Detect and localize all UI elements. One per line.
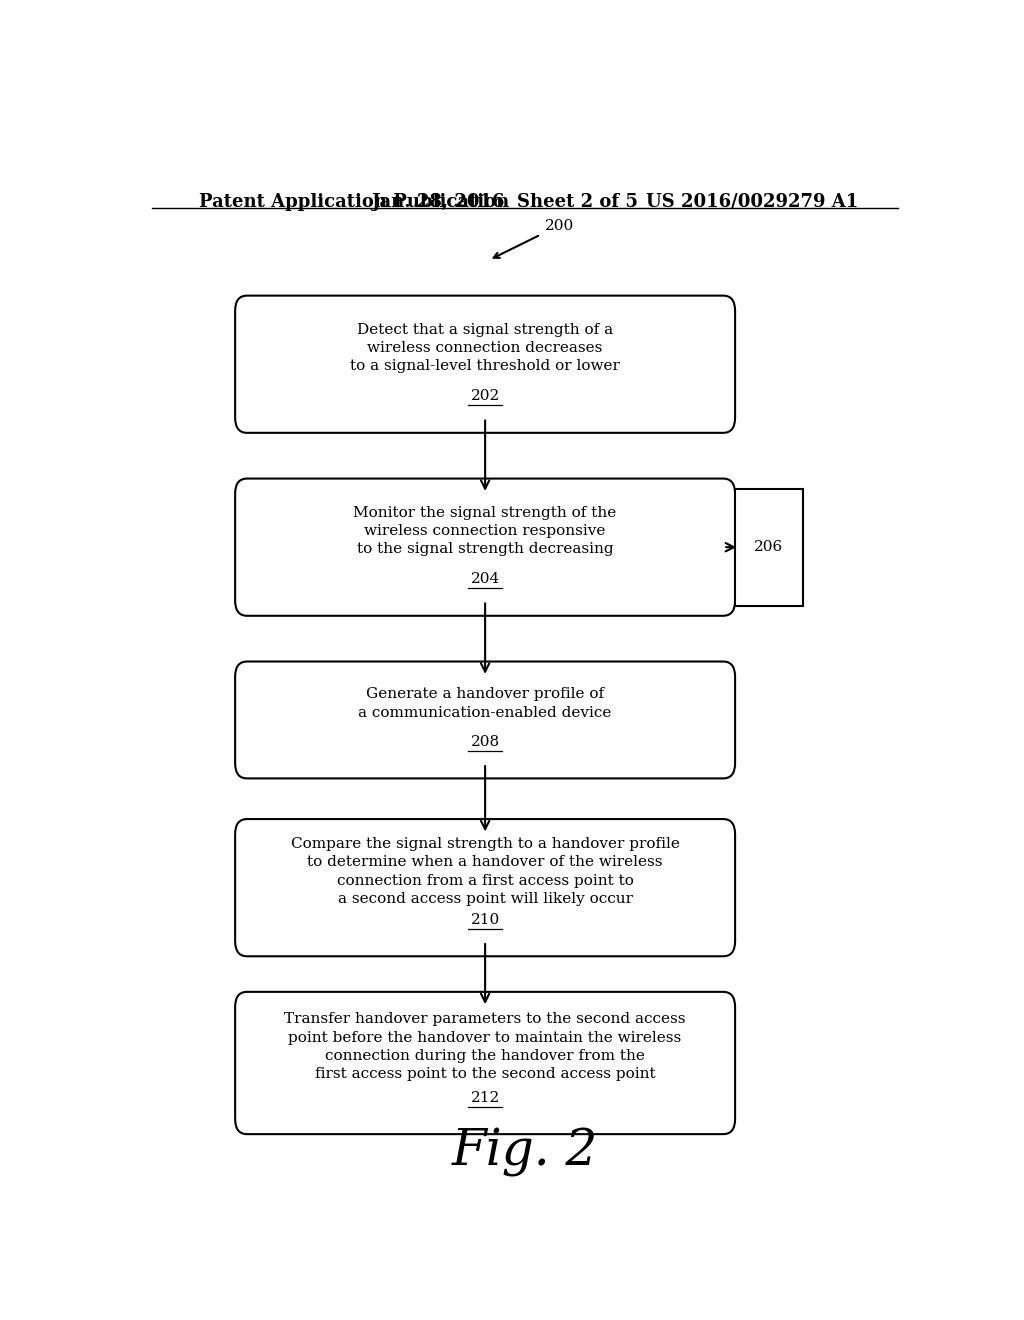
- Text: Compare the signal strength to a handover profile
to determine when a handover o: Compare the signal strength to a handove…: [291, 837, 680, 906]
- FancyBboxPatch shape: [236, 296, 735, 433]
- Text: 200: 200: [545, 219, 573, 232]
- FancyBboxPatch shape: [236, 479, 735, 616]
- Text: Jan. 28, 2016  Sheet 2 of 5: Jan. 28, 2016 Sheet 2 of 5: [372, 193, 638, 211]
- Text: 202: 202: [470, 389, 500, 404]
- Text: 206: 206: [755, 540, 783, 554]
- Text: 212: 212: [470, 1090, 500, 1105]
- Text: Detect that a signal strength of a
wireless connection decreases
to a signal-lev: Detect that a signal strength of a wirel…: [350, 322, 621, 374]
- FancyBboxPatch shape: [236, 991, 735, 1134]
- Text: 210: 210: [470, 913, 500, 927]
- Text: Patent Application Publication: Patent Application Publication: [200, 193, 510, 211]
- Text: US 2016/0029279 A1: US 2016/0029279 A1: [646, 193, 858, 211]
- FancyBboxPatch shape: [735, 488, 803, 606]
- Text: Generate a handover profile of
a communication-enabled device: Generate a handover profile of a communi…: [358, 688, 611, 719]
- Text: Monitor the signal strength of the
wireless connection responsive
to the signal : Monitor the signal strength of the wirel…: [353, 506, 616, 556]
- FancyBboxPatch shape: [236, 661, 735, 779]
- Text: 204: 204: [470, 573, 500, 586]
- FancyBboxPatch shape: [236, 818, 735, 956]
- Text: Fig. 2: Fig. 2: [452, 1127, 598, 1177]
- Text: Transfer handover parameters to the second access
point before the handover to m: Transfer handover parameters to the seco…: [285, 1012, 686, 1081]
- Text: 208: 208: [471, 735, 500, 748]
